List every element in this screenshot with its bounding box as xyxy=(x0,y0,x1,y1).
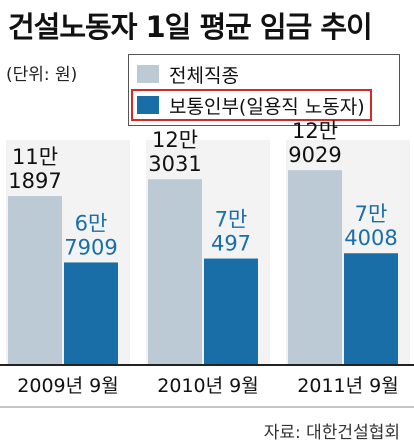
value-label-general-laborer: 6만 xyxy=(75,211,108,235)
bar-general-laborer xyxy=(344,253,398,365)
value-label-all-trades: 12만 xyxy=(152,128,198,152)
source-note: 자료: 대한건설협회 xyxy=(263,423,400,443)
value-label-general-laborer: 497 xyxy=(211,232,251,256)
bar-all-trades xyxy=(8,196,62,365)
x-tick-label: 2009년 9월 xyxy=(17,375,118,397)
x-tick-label: 2011년 9월 xyxy=(297,375,398,397)
unit-label: (단위: 원) xyxy=(6,65,78,85)
legend-item-general-laborer: 보통인부(일용직 노동자) xyxy=(131,89,372,121)
legend-label-general-laborer: 보통인부(일용직 노동자) xyxy=(169,95,365,118)
legend: 전체직종 보통인부(일용직 노동자) xyxy=(128,54,400,126)
value-label-all-trades: 9029 xyxy=(288,143,341,167)
value-label-all-trades: 12만 xyxy=(292,119,338,143)
legend-label-all-trades: 전체직종 xyxy=(169,64,239,87)
value-label-general-laborer: 7만 xyxy=(215,208,248,232)
value-label-general-laborer: 4008 xyxy=(344,226,397,250)
legend-item-all-trades: 전체직종 xyxy=(137,61,239,87)
x-tick-label: 2010년 9월 xyxy=(157,375,258,397)
value-label-all-trades: 1897 xyxy=(8,169,61,193)
legend-swatch-general-laborer xyxy=(137,96,159,114)
bar-general-laborer xyxy=(64,262,118,365)
bar-all-trades xyxy=(148,179,202,365)
value-label-all-trades: 11만 xyxy=(12,145,58,169)
bar-all-trades xyxy=(288,170,342,365)
value-label-all-trades: 3031 xyxy=(148,152,201,176)
bar-general-laborer xyxy=(204,258,258,365)
value-label-general-laborer: 7만 xyxy=(355,202,388,226)
chart-title: 건설노동자 1일 평균 임금 추이 xyxy=(8,10,373,44)
legend-swatch-all-trades xyxy=(137,65,159,83)
value-label-general-laborer: 7909 xyxy=(64,235,117,259)
